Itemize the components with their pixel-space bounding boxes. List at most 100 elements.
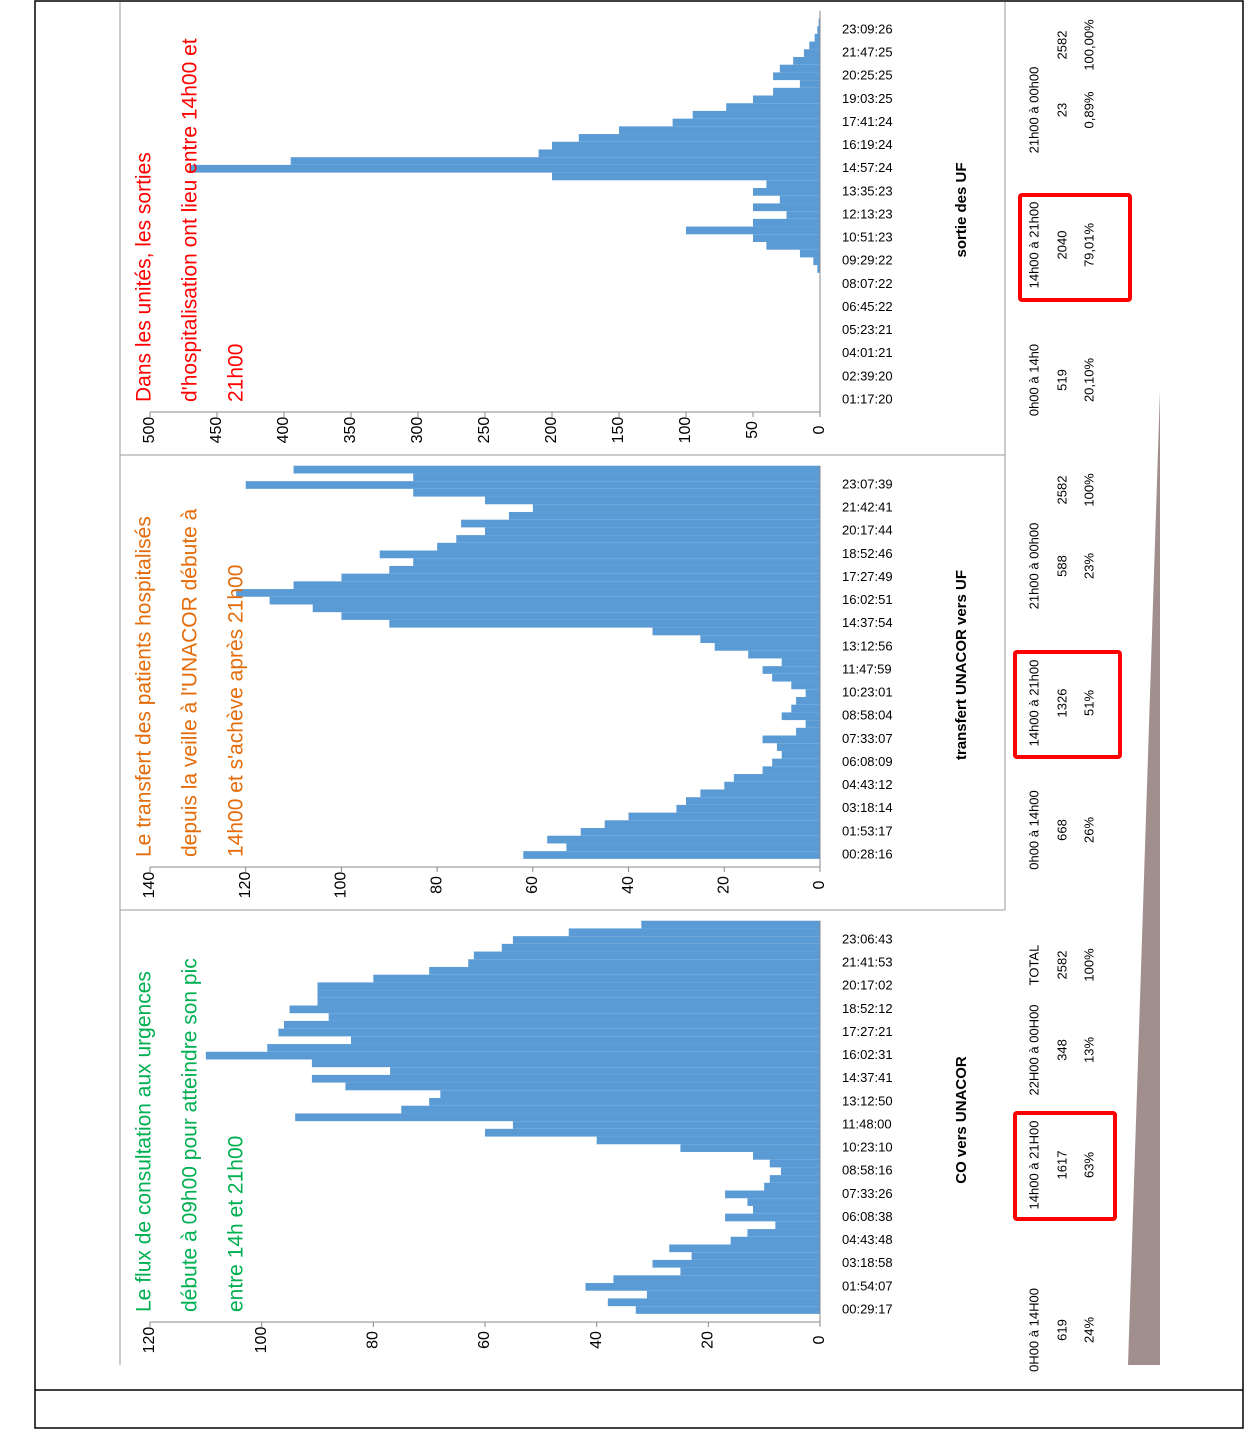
annotation: 21h00 bbox=[225, 344, 248, 402]
x-tick-label: 21:47:25 bbox=[842, 45, 893, 60]
bar bbox=[278, 1028, 821, 1037]
table-cell: 1326 bbox=[1054, 689, 1069, 718]
y-tick-label: 20 bbox=[700, 1331, 717, 1349]
bar bbox=[295, 1113, 821, 1122]
bar bbox=[641, 920, 820, 929]
table-cell: 20,10% bbox=[1081, 358, 1096, 403]
table-cell: 51% bbox=[1081, 690, 1096, 716]
x-tick-label: 13:12:56 bbox=[842, 638, 893, 653]
bar bbox=[547, 835, 820, 844]
x-tick-label: 11:48:00 bbox=[842, 1116, 892, 1131]
bar bbox=[766, 241, 820, 250]
bar bbox=[413, 488, 820, 497]
bar bbox=[317, 982, 820, 991]
y-tick-label: 120 bbox=[237, 872, 254, 899]
bar bbox=[578, 134, 820, 142]
table-cell: 1617 bbox=[1054, 1151, 1069, 1180]
x-tick-label: 10:23:01 bbox=[842, 685, 893, 700]
bar bbox=[753, 188, 820, 196]
table-cell: 2582 bbox=[1054, 31, 1069, 60]
bar bbox=[437, 542, 820, 551]
x-tick-label: 21:41:53 bbox=[842, 955, 893, 970]
y-tick-label: 140 bbox=[141, 872, 158, 899]
bar bbox=[317, 997, 820, 1006]
y-tick-label: 100 bbox=[333, 872, 350, 899]
annotation: débute à 09h00 pour atteindre son pic bbox=[179, 958, 202, 1312]
bar bbox=[552, 141, 820, 150]
bar bbox=[769, 1159, 820, 1168]
bar bbox=[700, 635, 820, 644]
y-tick-label: 80 bbox=[428, 876, 445, 894]
y-tick-label: 250 bbox=[476, 417, 493, 444]
x-tick-label: 06:45:22 bbox=[842, 299, 893, 314]
table-cell: 668 bbox=[1054, 819, 1069, 841]
bar bbox=[289, 1005, 820, 1014]
y-tick-label: 20 bbox=[716, 876, 733, 894]
bar bbox=[284, 1020, 820, 1029]
bar bbox=[413, 473, 820, 482]
bar bbox=[766, 180, 820, 189]
bar bbox=[748, 650, 820, 659]
x-tick-label: 03:18:14 bbox=[842, 800, 893, 815]
bar bbox=[781, 750, 820, 759]
x-tick-label: 23:09:26 bbox=[842, 21, 893, 36]
bar bbox=[796, 727, 820, 736]
x-tick-label: 07:33:26 bbox=[842, 1186, 893, 1201]
table-cell: 2582 bbox=[1054, 951, 1069, 980]
bar bbox=[429, 1098, 820, 1106]
table-cell: 0,89% bbox=[1081, 91, 1096, 128]
bar bbox=[686, 226, 820, 235]
bar bbox=[293, 465, 821, 474]
bar bbox=[776, 743, 820, 751]
bar bbox=[317, 990, 820, 998]
bar bbox=[341, 612, 820, 620]
bar bbox=[628, 812, 820, 821]
y-tick-label: 120 bbox=[141, 1327, 158, 1354]
table-cell: 26% bbox=[1081, 817, 1096, 843]
y-tick-label: 50 bbox=[744, 421, 761, 439]
y-tick-label: 0 bbox=[811, 1335, 828, 1344]
bar bbox=[773, 87, 820, 96]
y-tick-label: 60 bbox=[476, 1331, 493, 1349]
bar bbox=[796, 696, 820, 705]
annotation: 14h00 et s'achève après 21h00 bbox=[225, 565, 248, 857]
bar bbox=[373, 974, 820, 983]
x-tick-label: 02:39:20 bbox=[842, 368, 893, 383]
x-tick-label: 20:25:25 bbox=[842, 68, 893, 83]
bar bbox=[793, 56, 820, 65]
bar bbox=[604, 820, 820, 829]
x-tick-label: 01:53:17 bbox=[842, 823, 893, 838]
bar bbox=[566, 843, 820, 852]
bar bbox=[724, 781, 820, 790]
x-tick-label: 01:54:07 bbox=[842, 1278, 893, 1293]
bar bbox=[799, 249, 820, 258]
bar bbox=[762, 735, 820, 744]
bar bbox=[817, 26, 820, 34]
x-tick-label: 13:12:50 bbox=[842, 1093, 893, 1108]
bar bbox=[775, 1221, 820, 1230]
y-tick-label: 60 bbox=[524, 876, 541, 894]
bar bbox=[341, 573, 820, 582]
bar bbox=[747, 1229, 820, 1237]
annotation: d'hospitalisation ont lieu entre 14h00 e… bbox=[179, 38, 202, 402]
bar bbox=[779, 195, 820, 204]
bar bbox=[538, 149, 820, 158]
bar bbox=[691, 1252, 820, 1260]
x-tick-label: 14:57:24 bbox=[842, 160, 893, 175]
bar bbox=[753, 1205, 820, 1214]
y-tick-label: 40 bbox=[620, 876, 637, 894]
x-tick-label: 00:28:16 bbox=[842, 846, 893, 861]
x-axis-title: transfert UNACOR vers UF bbox=[953, 570, 970, 760]
table-cell: 23% bbox=[1081, 553, 1096, 579]
bar bbox=[440, 1090, 820, 1099]
annotation: Le transfert des patients hospitalisés bbox=[133, 516, 156, 857]
bar bbox=[753, 1151, 820, 1160]
bar bbox=[485, 496, 820, 505]
bar bbox=[791, 704, 820, 713]
x-tick-label: 10:23:10 bbox=[842, 1140, 893, 1155]
bar bbox=[692, 110, 820, 119]
bar bbox=[762, 666, 820, 674]
bar bbox=[401, 1105, 820, 1114]
y-tick-label: 0 bbox=[811, 880, 828, 889]
bar bbox=[726, 103, 820, 111]
